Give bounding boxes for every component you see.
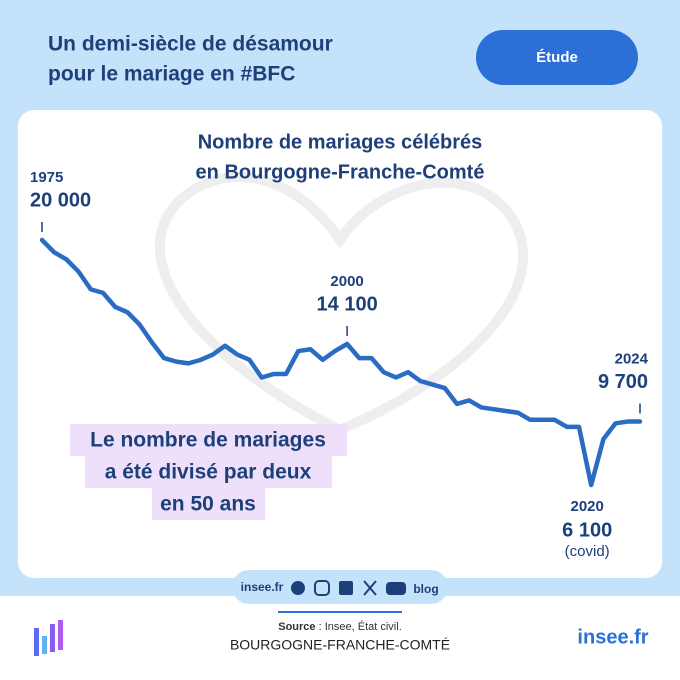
bluesky-icon[interactable]	[291, 581, 305, 595]
x-icon[interactable]	[363, 580, 377, 596]
logo-bar	[58, 620, 63, 650]
callout-text: a été divisé par deux	[105, 461, 312, 484]
callout-highlight	[85, 456, 332, 488]
source: Source : Insee, État civil.	[278, 620, 402, 633]
logo-bar	[34, 628, 39, 656]
site-link[interactable]: insee.fr	[241, 580, 284, 594]
callout-text: en 50 ans	[160, 493, 256, 516]
value-label: 9 700	[598, 371, 648, 393]
blog-link[interactable]: blog	[413, 582, 438, 596]
study-button[interactable]	[476, 30, 638, 85]
callout-highlight	[152, 488, 265, 520]
callout: Le nombre de mariages a été divisé par d…	[70, 424, 347, 520]
youtube-icon[interactable]	[386, 582, 406, 595]
brand[interactable]: insee.fr	[577, 626, 648, 648]
year-label: 2024	[615, 351, 649, 368]
year-label: 1975	[30, 169, 63, 186]
source-label: Source	[278, 621, 315, 633]
source-text: : Insee, État civil.	[316, 620, 402, 633]
value-label: 6 100	[562, 519, 612, 541]
callout-text: Le nombre de mariages	[90, 429, 326, 452]
instagram-icon[interactable]	[314, 580, 330, 596]
data-line	[39, 237, 643, 488]
year-label: 2000	[330, 273, 363, 290]
region: BOURGOGNE-FRANCHE-COMTÉ	[230, 637, 450, 653]
linkedin-icon[interactable]	[339, 581, 353, 595]
header-title: Un demi-siècle de désamour	[48, 33, 333, 56]
study-button-label[interactable]: Étude	[536, 49, 578, 66]
heart-watermark	[155, 172, 528, 436]
insee-logo	[34, 620, 63, 656]
value-label: 20 000	[30, 189, 91, 211]
callout-highlight	[70, 424, 347, 456]
chart-title: Nombre de mariages célébrés	[198, 131, 483, 153]
logo-bar	[42, 636, 47, 654]
logo-bar	[50, 624, 55, 652]
year-label: 2020	[570, 498, 603, 515]
chart-title: en Bourgogne-Franche-Comté	[196, 161, 485, 183]
header-title: pour le mariage en #BFC	[48, 63, 295, 86]
footer	[0, 596, 680, 680]
annotation: (covid)	[565, 543, 610, 560]
value-label: 14 100	[317, 293, 378, 315]
